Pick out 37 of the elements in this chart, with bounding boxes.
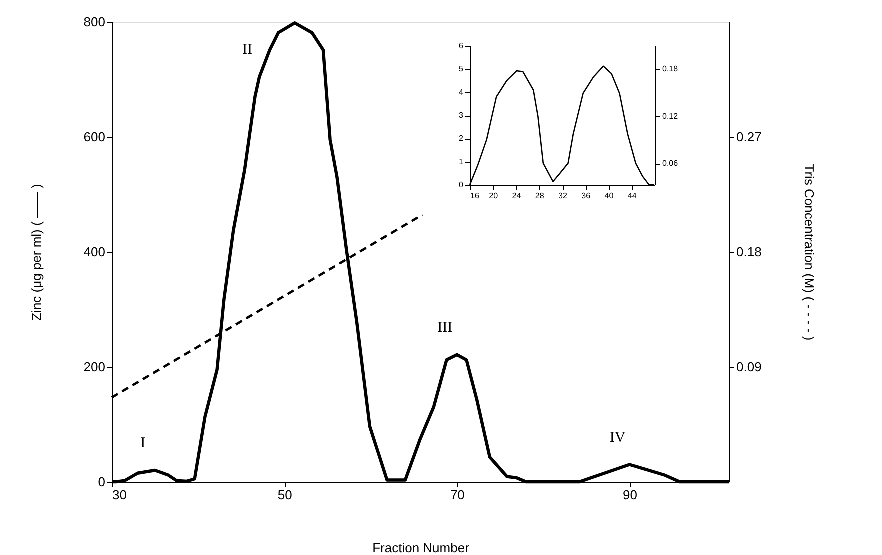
y2-axis-title: Tris Concentration (M) ( - - - - ) xyxy=(802,164,817,341)
x-tick-label: 16 xyxy=(470,192,480,200)
x-tick-label: 30 xyxy=(112,488,127,502)
y2-tick-label: 0.09 xyxy=(736,360,762,374)
y-tick-label: 3 xyxy=(459,111,464,120)
y2-tick-label: 0.18 xyxy=(736,244,762,260)
y-axis-title: Zinc (μg per ml) ( —— ) xyxy=(28,184,44,321)
y-tick-label: 6 xyxy=(459,42,464,50)
annotation: II xyxy=(242,42,253,58)
y-tick-label: 400 xyxy=(84,244,106,260)
y-tick-label: 2 xyxy=(459,134,464,144)
y-tick-label: 800 xyxy=(84,14,106,30)
y-tick-label: 0 xyxy=(98,474,106,490)
x-axis-title: Fraction Number xyxy=(372,540,470,555)
x-tick-label: 24 xyxy=(512,192,522,200)
x-tick-label: 50 xyxy=(278,488,292,502)
x-tick-label: 32 xyxy=(558,192,568,200)
x-tick-label: 36 xyxy=(582,192,592,200)
y2-tick-label: 0.27 xyxy=(736,130,762,144)
y-tick-label: 600 xyxy=(84,130,106,144)
x-tick-label: 44 xyxy=(628,192,638,200)
y2-tick-label: 0.06 xyxy=(662,159,679,168)
x-tick-label: 90 xyxy=(623,488,638,502)
y-tick-label: 1 xyxy=(459,157,464,166)
y-tick-label: 200 xyxy=(84,360,106,374)
x-tick-label: 70 xyxy=(450,488,465,502)
x-tick-label: 28 xyxy=(535,192,545,200)
annotation: IV xyxy=(610,430,626,446)
annotation: I xyxy=(140,436,146,452)
y2-tick-label: 0.18 xyxy=(662,64,679,74)
y2-tick-label: 0.12 xyxy=(662,112,679,121)
y-tick-label: 0 xyxy=(459,180,464,190)
annotation: III xyxy=(438,320,453,336)
x-tick-label: 20 xyxy=(489,192,499,200)
x-tick-label: 40 xyxy=(604,192,614,200)
y-tick-label: 4 xyxy=(459,88,464,97)
y-tick-label: 5 xyxy=(459,64,464,74)
